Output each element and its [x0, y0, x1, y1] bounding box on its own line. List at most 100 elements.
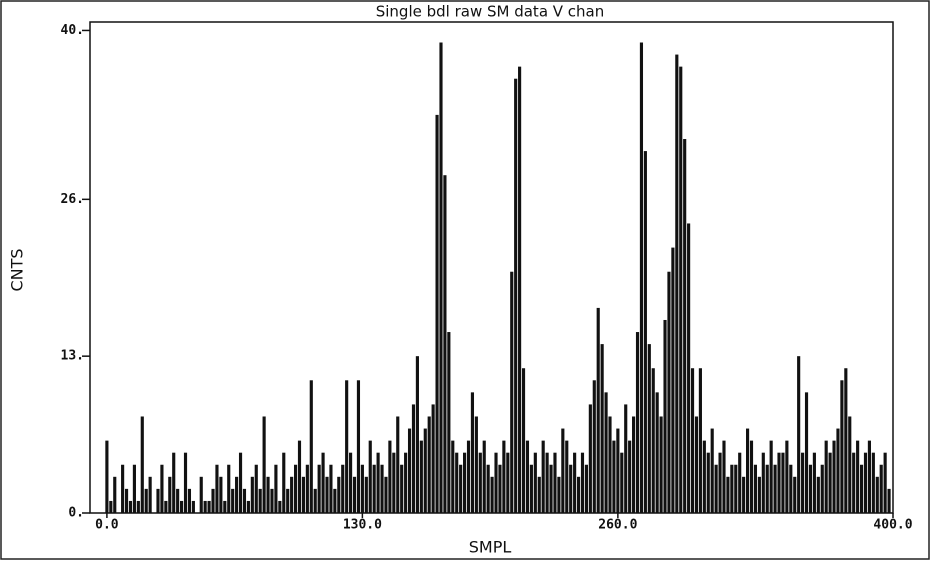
bar	[541, 440, 545, 513]
bar	[596, 307, 600, 513]
bar	[667, 271, 671, 513]
x-axis-label: SMPL	[469, 538, 512, 557]
bar	[643, 151, 647, 513]
bar	[293, 464, 298, 513]
bar	[608, 416, 612, 513]
bar	[883, 452, 887, 513]
bar	[372, 464, 376, 513]
bar	[537, 476, 541, 513]
bar	[297, 440, 302, 513]
bar	[415, 356, 419, 513]
bar	[364, 476, 368, 513]
bar	[840, 380, 844, 513]
bar	[773, 464, 777, 513]
bar	[411, 404, 416, 513]
bar	[219, 476, 223, 513]
bar	[203, 500, 207, 513]
bar	[718, 452, 722, 513]
y-tick-label: 40.	[61, 23, 84, 38]
bar	[282, 452, 286, 513]
bar	[345, 380, 349, 513]
bar	[628, 440, 632, 513]
bar	[109, 500, 113, 513]
bar	[651, 368, 655, 513]
bar	[624, 404, 628, 513]
bar	[600, 344, 604, 513]
bar	[510, 271, 514, 513]
bar	[663, 319, 667, 513]
bar	[384, 476, 388, 513]
bar	[376, 452, 380, 513]
bar	[321, 452, 325, 513]
bar	[502, 440, 506, 513]
bar	[474, 416, 478, 513]
bar	[836, 428, 840, 513]
y-tick-label: 0.	[68, 506, 84, 521]
bar	[266, 476, 270, 513]
bar	[785, 440, 789, 513]
bar	[447, 332, 451, 513]
bar	[761, 452, 765, 513]
bar	[828, 452, 832, 513]
bar	[498, 464, 502, 513]
bar	[639, 42, 644, 513]
bar	[848, 416, 852, 513]
bar	[565, 440, 569, 513]
bar	[360, 464, 364, 513]
bar	[749, 440, 754, 513]
bar	[832, 440, 836, 513]
bar	[549, 464, 553, 513]
bar	[675, 54, 679, 514]
bar	[706, 452, 710, 513]
x-tick-label: 400.0	[873, 518, 912, 533]
bar	[655, 392, 659, 513]
bar	[246, 500, 250, 513]
bar	[726, 476, 730, 513]
bar	[584, 464, 588, 513]
bar	[250, 476, 254, 513]
bar	[804, 392, 809, 513]
bar	[604, 392, 608, 513]
bar	[396, 416, 400, 513]
bar	[419, 440, 423, 513]
bar	[140, 416, 144, 513]
bar	[160, 464, 164, 513]
bar	[262, 416, 266, 513]
bar	[431, 404, 435, 513]
bar	[742, 476, 746, 513]
y-tick-label: 26.	[61, 192, 84, 207]
bar	[816, 476, 820, 513]
bar	[309, 380, 313, 513]
bar	[227, 464, 231, 513]
bar	[793, 476, 797, 513]
bar	[738, 452, 742, 513]
bar	[820, 464, 824, 513]
bar	[789, 464, 793, 513]
bar	[694, 416, 699, 513]
bar	[407, 428, 412, 513]
bar	[317, 464, 321, 513]
bar	[486, 464, 490, 513]
bar	[356, 380, 361, 513]
bar	[459, 464, 463, 513]
bar	[215, 464, 219, 513]
bar	[105, 440, 109, 513]
bar	[278, 500, 282, 513]
bar	[392, 452, 396, 513]
y-axis-label: CNTS	[8, 248, 27, 291]
bar	[722, 440, 726, 513]
bar	[199, 476, 203, 513]
bar	[777, 452, 781, 513]
bar	[176, 488, 180, 513]
bar	[887, 488, 891, 513]
bar	[844, 368, 848, 513]
plot-frame	[89, 21, 894, 514]
bar	[113, 476, 117, 513]
bar	[557, 476, 561, 513]
bar	[576, 476, 581, 513]
bar	[235, 476, 239, 513]
bar	[521, 368, 526, 513]
bar	[368, 440, 372, 513]
bar	[734, 464, 738, 513]
